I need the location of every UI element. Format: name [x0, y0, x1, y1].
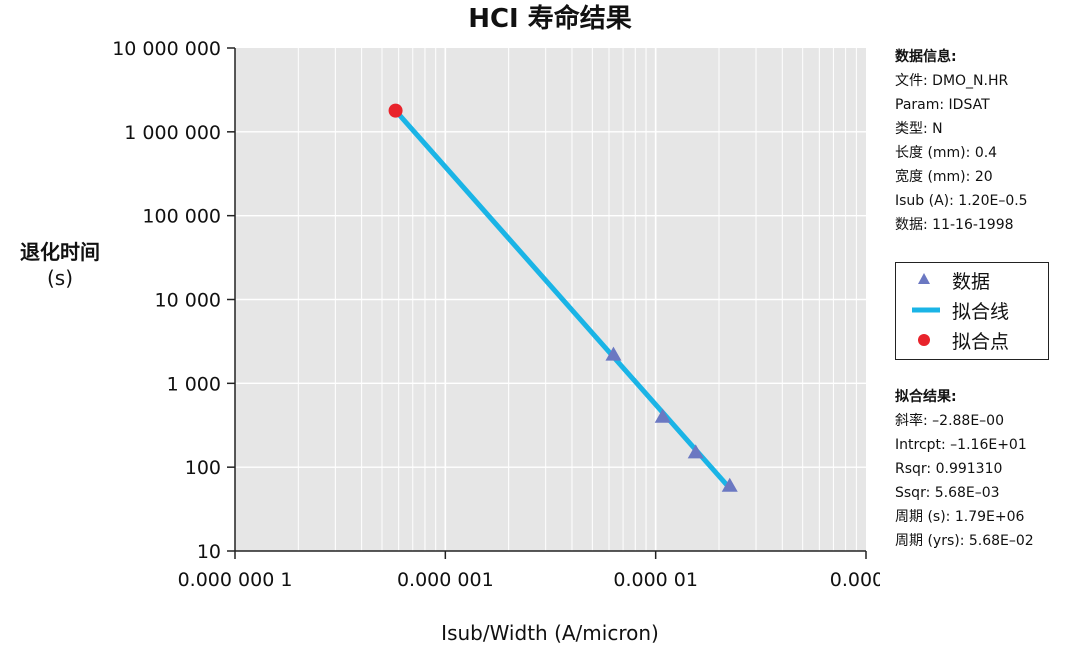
fit-result-line: Intrcpt: –1.16E+01	[895, 437, 1027, 453]
fit-result-line: Rsqr: 0.991310	[895, 461, 1003, 477]
y-axis-label-line2: (s)	[47, 266, 73, 290]
triangle-icon	[918, 273, 930, 284]
data-info-heading: 数据信息:	[895, 49, 957, 65]
x-tick-label: 0.000 001	[397, 569, 494, 591]
legend-label: 拟合线	[952, 301, 1010, 323]
line-icon	[912, 307, 940, 313]
fit-result-line: 周期 (s): 1.79E+06	[895, 509, 1025, 525]
legend-item-data: 数据	[896, 265, 1046, 295]
data-point-triangle	[605, 346, 622, 361]
fit-result-line: Ssqr: 5.68E–03	[895, 485, 1000, 501]
chart-legend: 数据 拟合线 拟合点	[895, 262, 1049, 360]
y-tick-label: 100 000	[142, 206, 221, 228]
data-info-panel: 数据信息: 文件: DMO_N.HR Param: IDSAT 类型: N 长度…	[895, 45, 1028, 237]
data-info-line: 宽度 (mm): 20	[895, 169, 993, 185]
chart-title: HCI 寿命结果	[468, 3, 632, 34]
data-info-line: 类型: N	[895, 121, 943, 137]
legend-label: 数据	[952, 271, 991, 293]
fit-results-heading: 拟合结果:	[895, 389, 957, 405]
data-marks	[388, 103, 738, 492]
tick-labels: 10 100 1 000 10 000 100 000 1 000 000 10 000 0…	[112, 38, 880, 591]
data-info-line: 长度 (mm): 0.4	[895, 145, 998, 161]
legend-item-fit-line: 拟合线	[896, 295, 1046, 325]
x-tick-label: 0.000 01	[613, 569, 698, 591]
circle-icon	[918, 334, 930, 346]
data-point-triangle	[654, 408, 671, 423]
x-tick-label: 0.000 1	[830, 569, 880, 591]
legend-label: 拟合点	[952, 331, 1010, 353]
y-tick-label: 10 000 000	[112, 38, 221, 60]
data-point-triangle	[721, 477, 738, 492]
y-tick-label: 1 000	[167, 373, 221, 395]
data-info-line: 数据: 11-16-1998	[895, 217, 1014, 233]
fit-results-panel: 拟合结果: 斜率: –2.88E–00 Intrcpt: –1.16E+01 R…	[895, 385, 1034, 553]
x-tick-label: 0.000 000 1	[178, 569, 293, 591]
y-tick-label: 10 000	[155, 290, 221, 312]
grid-lines	[235, 48, 866, 551]
y-tick-label: 1 000 000	[124, 122, 221, 144]
hci-lifetime-chart: HCI 寿命结果 10 100 1 000 10 000 100 000 1 000 00…	[20, 3, 880, 645]
fit-result-line: 斜率: –2.88E–00	[895, 413, 1004, 429]
y-tick-label: 100	[185, 457, 221, 479]
data-point-triangle	[687, 444, 704, 459]
data-info-line: 文件: DMO_N.HR	[895, 73, 1009, 89]
legend-item-fit-point: 拟合点	[896, 325, 1046, 355]
x-axis-label: Isub/Width (A/micron)	[441, 621, 659, 645]
y-axis-label-line1: 退化时间	[20, 240, 100, 264]
y-tick-label: 10	[197, 541, 221, 563]
data-info-line: Isub (A): 1.20E–0.5	[895, 193, 1028, 209]
fit-result-line: 周期 (yrs): 5.68E–02	[895, 533, 1034, 549]
fit-point-circle	[388, 103, 403, 118]
fit-line	[393, 108, 732, 490]
data-info-line: Param: IDSAT	[895, 97, 990, 113]
